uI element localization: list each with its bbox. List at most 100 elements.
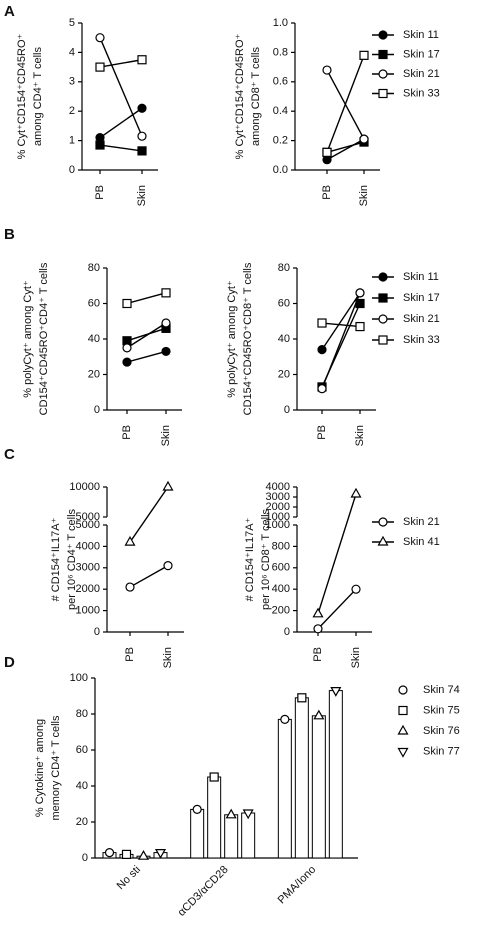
bar — [328, 690, 343, 859]
legend-label: Skin 76 — [423, 725, 460, 737]
y-tick-label: 40 — [88, 333, 100, 345]
legend-label: Skin 41 — [403, 536, 440, 548]
panel-label: C — [4, 446, 15, 463]
data-point — [137, 55, 147, 65]
legend-marker — [378, 30, 388, 40]
y-tick-label: 1 — [69, 135, 75, 147]
bar-marker — [209, 772, 219, 782]
data-point — [161, 346, 171, 357]
data-point — [95, 140, 105, 150]
series-line — [126, 322, 167, 349]
y-axis-label: # CD154⁺IL17A⁺ — [50, 517, 62, 601]
x-tick-label: No sti — [115, 864, 143, 892]
legend-label: Skin 33 — [403, 87, 440, 99]
legend-label: Skin 11 — [403, 29, 439, 41]
data-point — [95, 33, 105, 43]
series-line — [321, 292, 361, 351]
x-tick-label: Skin — [160, 425, 172, 446]
y-tick-label: 3 — [69, 76, 75, 88]
legend-label: Skin 17 — [403, 48, 440, 60]
series-line — [129, 486, 169, 543]
y-tick-label: 200 — [272, 605, 290, 617]
y-tick-label: 5 — [69, 17, 75, 29]
data-point — [313, 624, 323, 634]
y-tick-label: 80 — [76, 708, 88, 720]
data-point — [322, 65, 332, 75]
series-line — [321, 292, 361, 389]
y-axis-label: % Cyt⁺CD154⁺CD45RO⁺ — [234, 33, 246, 159]
y-tick-label: 2 — [69, 105, 75, 117]
bar-marker — [104, 847, 115, 858]
y-tick-label: 0 — [94, 404, 100, 416]
legend-label: Skin 11 — [403, 271, 439, 283]
legend-marker — [378, 517, 388, 527]
legend-label: Skin 33 — [403, 334, 440, 346]
data-point — [122, 298, 132, 309]
data-point — [161, 318, 171, 328]
legend-label: Skin 77 — [423, 745, 460, 757]
y-axis-label: % Cytokine⁺ among — [34, 719, 46, 817]
legend-marker — [378, 335, 388, 345]
data-point — [322, 147, 332, 157]
bar — [277, 718, 292, 859]
series-line — [317, 493, 357, 615]
x-tick-label: PMA/Iono — [276, 864, 319, 907]
bar — [207, 776, 222, 859]
x-tick-label: Skin — [358, 185, 370, 206]
y-axis-label: per 10⁶ CD8⁺ T cells — [260, 508, 272, 610]
y-tick-label: 60 — [88, 297, 100, 309]
x-tick-label: Skin — [354, 425, 366, 446]
y-tick-label: 0 — [284, 626, 290, 638]
data-point — [161, 288, 171, 298]
y-tick-label: 80 — [88, 262, 100, 274]
x-tick-label: PB — [312, 647, 324, 662]
bar-marker — [297, 693, 307, 703]
series-line — [321, 322, 361, 328]
series-line — [129, 565, 169, 588]
series-line — [99, 37, 143, 137]
data-point — [359, 134, 369, 144]
y-tick-label: 4 — [69, 46, 75, 58]
legend-label: Skin 75 — [423, 704, 460, 716]
bar-marker — [154, 849, 167, 859]
data-point — [317, 345, 327, 355]
bar — [294, 697, 309, 859]
y-tick-label: 10000 — [69, 481, 100, 493]
legend-marker — [378, 49, 388, 60]
bar-marker — [192, 804, 202, 815]
y-tick-label: 4000 — [76, 540, 100, 552]
y-tick-label: 0.2 — [273, 135, 288, 147]
series-line — [126, 350, 167, 363]
data-point — [312, 607, 324, 618]
y-tick-label: 100 — [70, 672, 88, 684]
y-tick-label: 0.8 — [273, 46, 288, 58]
y-axis-label: # CD154⁺IL17A⁺ — [244, 517, 256, 601]
y-tick-label: 1000 — [266, 511, 290, 523]
x-tick-label: Skin — [350, 647, 362, 668]
y-tick-label: 0.4 — [273, 105, 288, 117]
y-tick-label: 0 — [69, 164, 75, 176]
y-tick-label: 20 — [88, 368, 100, 380]
y-tick-label: 40 — [278, 333, 290, 345]
legend-marker — [378, 314, 388, 324]
y-tick-label: 1000 — [266, 519, 290, 531]
y-tick-label: 20 — [278, 368, 290, 380]
y-axis-label: % Cyt⁺CD154⁺CD45RO⁺ — [16, 33, 28, 159]
data-point — [122, 343, 132, 353]
legend-marker — [397, 724, 409, 735]
legend-label: Skin 17 — [403, 292, 440, 304]
series-line — [99, 59, 143, 68]
bar-marker — [121, 849, 132, 860]
y-axis-label: CD154⁺CD45RO⁺CD4⁺ T cells — [38, 262, 50, 415]
y-tick-label: 0 — [82, 852, 88, 864]
series-line — [126, 292, 167, 305]
y-tick-label: 1000 — [76, 605, 100, 617]
series-line — [326, 138, 365, 161]
x-tick-label: Skin — [162, 647, 174, 668]
data-point — [317, 318, 327, 328]
y-axis-label: CD154⁺CD45RO⁺CD8⁺ T cells — [242, 262, 254, 415]
bar-marker — [225, 808, 237, 819]
x-tick-label: PB — [316, 425, 328, 440]
data-point — [137, 146, 147, 156]
y-axis-label: among CD4⁺ T cells — [32, 47, 44, 146]
